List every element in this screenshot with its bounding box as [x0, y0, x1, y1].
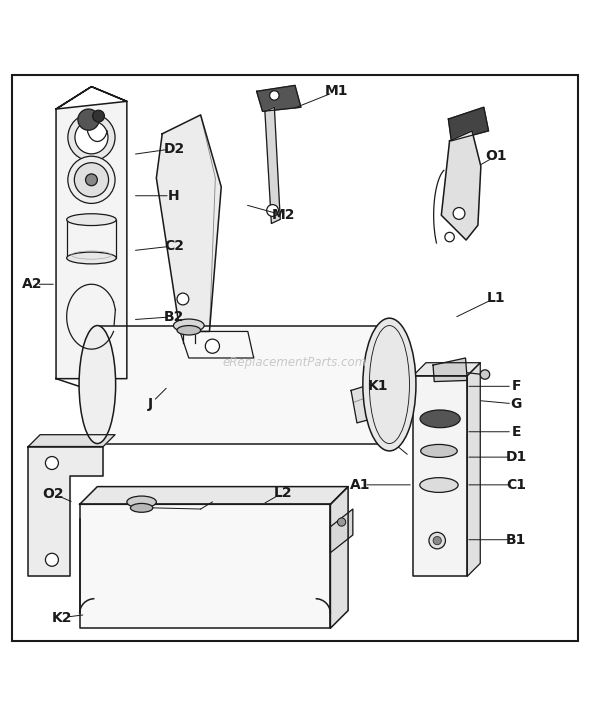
Text: K2: K2	[52, 611, 72, 624]
Text: F: F	[512, 379, 521, 393]
Polygon shape	[413, 363, 480, 376]
Polygon shape	[413, 376, 467, 576]
Polygon shape	[257, 85, 301, 112]
Polygon shape	[80, 504, 330, 628]
Ellipse shape	[130, 503, 153, 512]
Ellipse shape	[67, 214, 116, 226]
Text: D1: D1	[506, 450, 527, 464]
Text: C2: C2	[164, 239, 184, 253]
Circle shape	[433, 536, 441, 545]
Text: H: H	[168, 189, 180, 203]
Circle shape	[75, 121, 108, 154]
Circle shape	[270, 91, 279, 100]
Text: M1: M1	[324, 84, 348, 98]
Ellipse shape	[177, 326, 201, 335]
Text: B1: B1	[506, 533, 526, 547]
Text: L1: L1	[486, 291, 505, 305]
Circle shape	[480, 369, 490, 379]
Text: D2: D2	[163, 142, 185, 155]
Polygon shape	[351, 380, 389, 423]
Polygon shape	[80, 487, 348, 504]
Ellipse shape	[173, 319, 204, 332]
Polygon shape	[265, 107, 280, 223]
Circle shape	[68, 156, 115, 203]
Text: E: E	[512, 425, 521, 439]
Polygon shape	[330, 487, 348, 628]
Polygon shape	[180, 332, 254, 358]
Circle shape	[93, 110, 104, 122]
Circle shape	[445, 232, 454, 242]
Polygon shape	[56, 87, 127, 109]
Circle shape	[45, 553, 58, 566]
Text: O2: O2	[42, 487, 64, 500]
Polygon shape	[433, 358, 467, 382]
Polygon shape	[467, 363, 480, 576]
Circle shape	[453, 208, 465, 219]
Ellipse shape	[421, 445, 457, 458]
Circle shape	[74, 163, 109, 197]
Text: J: J	[148, 397, 153, 411]
Text: C1: C1	[506, 478, 526, 492]
Polygon shape	[28, 447, 103, 576]
Text: A1: A1	[350, 478, 370, 492]
Polygon shape	[330, 509, 353, 553]
Polygon shape	[97, 326, 389, 443]
Circle shape	[86, 338, 100, 352]
Text: M2: M2	[271, 208, 295, 222]
Text: K1: K1	[368, 379, 388, 393]
Ellipse shape	[67, 252, 116, 264]
Text: O1: O1	[485, 149, 506, 163]
Polygon shape	[441, 131, 481, 240]
Text: eReplacementParts.com: eReplacementParts.com	[223, 357, 367, 369]
Polygon shape	[56, 102, 127, 379]
Text: A2: A2	[22, 277, 42, 291]
Circle shape	[86, 174, 97, 185]
Text: L2: L2	[274, 485, 293, 500]
Ellipse shape	[127, 496, 156, 508]
Circle shape	[68, 114, 115, 161]
Ellipse shape	[420, 410, 460, 427]
Circle shape	[45, 457, 58, 470]
Polygon shape	[28, 435, 115, 447]
Circle shape	[205, 339, 219, 353]
Circle shape	[337, 518, 346, 526]
Circle shape	[177, 293, 189, 305]
Polygon shape	[156, 115, 221, 332]
Polygon shape	[448, 107, 489, 141]
Circle shape	[89, 342, 96, 349]
Ellipse shape	[363, 318, 416, 451]
Circle shape	[267, 205, 278, 216]
Circle shape	[78, 109, 99, 130]
Text: G: G	[510, 397, 522, 411]
Ellipse shape	[419, 478, 458, 493]
Ellipse shape	[79, 326, 116, 443]
Circle shape	[429, 532, 445, 549]
Text: B2: B2	[164, 310, 184, 324]
